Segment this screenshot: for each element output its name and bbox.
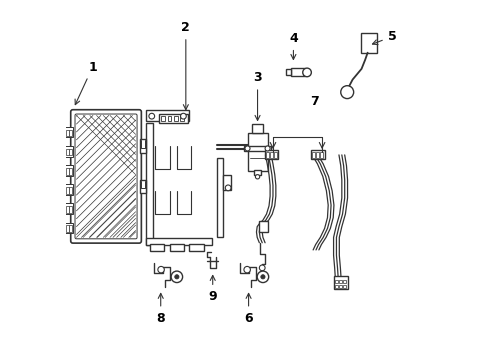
Circle shape — [149, 113, 155, 119]
Bar — [303, 70, 309, 75]
Bar — [65, 184, 73, 195]
Bar — [317, 152, 319, 158]
Circle shape — [303, 68, 311, 77]
Text: 3: 3 — [253, 71, 262, 120]
Bar — [180, 116, 184, 121]
Bar — [217, 158, 223, 237]
Circle shape — [265, 146, 270, 151]
Bar — [69, 206, 72, 213]
Text: 8: 8 — [156, 293, 165, 325]
Bar — [66, 168, 69, 175]
Bar — [266, 152, 269, 158]
Bar — [147, 110, 189, 121]
Circle shape — [257, 271, 269, 283]
Bar — [190, 244, 204, 251]
Circle shape — [180, 113, 186, 119]
Bar — [66, 187, 69, 194]
Bar — [343, 280, 346, 283]
Bar — [343, 285, 346, 288]
Circle shape — [259, 265, 265, 271]
Text: 9: 9 — [208, 275, 217, 303]
Bar — [313, 152, 315, 158]
Bar — [66, 149, 69, 156]
Circle shape — [158, 266, 164, 273]
Bar — [150, 244, 164, 251]
Bar — [65, 146, 73, 157]
Bar — [161, 116, 166, 121]
FancyBboxPatch shape — [71, 110, 141, 243]
Circle shape — [244, 266, 250, 273]
Bar — [320, 152, 323, 158]
Text: 5: 5 — [372, 30, 396, 45]
Bar — [66, 206, 69, 213]
Circle shape — [171, 271, 183, 283]
Bar — [159, 114, 188, 123]
Bar — [339, 280, 342, 283]
Text: 1: 1 — [75, 60, 97, 105]
Circle shape — [255, 175, 260, 179]
Text: 7: 7 — [311, 95, 319, 108]
Bar — [65, 165, 73, 176]
Bar — [69, 149, 72, 156]
Bar — [66, 130, 69, 136]
Circle shape — [245, 146, 250, 151]
Circle shape — [261, 275, 265, 279]
Bar — [247, 134, 268, 171]
Bar — [335, 285, 338, 288]
Bar — [140, 180, 147, 193]
Bar — [173, 116, 177, 121]
Circle shape — [175, 275, 179, 279]
Text: 6: 6 — [245, 293, 253, 325]
Bar — [65, 203, 73, 214]
Bar — [311, 150, 325, 159]
Bar — [244, 145, 271, 151]
Bar — [147, 238, 212, 244]
Bar — [168, 116, 172, 121]
Bar — [334, 276, 347, 289]
Bar — [291, 68, 305, 76]
Bar — [65, 222, 73, 233]
Bar — [66, 225, 69, 232]
Bar — [223, 175, 231, 190]
Bar — [259, 221, 268, 232]
Bar — [69, 225, 72, 232]
Bar — [69, 187, 72, 194]
Text: 2: 2 — [181, 21, 190, 110]
Circle shape — [225, 185, 231, 191]
Bar — [339, 285, 342, 288]
Bar — [140, 139, 147, 153]
Bar — [147, 123, 153, 244]
Bar — [265, 150, 278, 159]
Bar — [254, 170, 261, 175]
Text: 4: 4 — [289, 32, 298, 59]
Bar — [69, 130, 72, 136]
Bar — [361, 33, 377, 53]
Bar — [69, 168, 72, 175]
Bar — [170, 244, 184, 251]
Bar — [286, 69, 291, 75]
Bar — [335, 280, 338, 283]
Bar — [270, 152, 272, 158]
Bar — [252, 125, 263, 134]
Bar — [274, 152, 276, 158]
FancyBboxPatch shape — [75, 114, 137, 239]
Circle shape — [341, 86, 354, 99]
Bar — [65, 127, 73, 138]
